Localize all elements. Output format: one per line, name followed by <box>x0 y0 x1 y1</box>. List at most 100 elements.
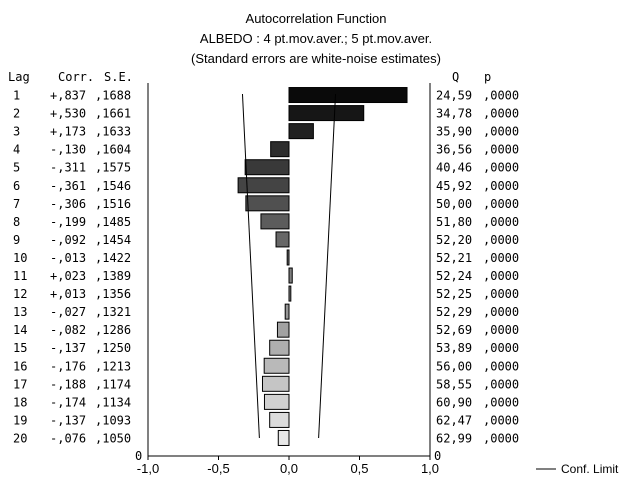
row-se-label: ,1174 <box>95 377 131 391</box>
row-q-label: 36,56 <box>436 143 472 157</box>
row-se-label: ,1286 <box>95 323 131 337</box>
row-se-label: ,1516 <box>95 197 131 211</box>
x-tick-label: 0,0 <box>280 461 298 476</box>
row-corr-label: -,311 <box>50 161 86 175</box>
row-p-label: ,0000 <box>483 125 519 139</box>
acf-bar <box>277 429 290 446</box>
x-tick-label: 0,5 <box>350 461 368 476</box>
header-lag: Lag <box>8 70 30 84</box>
acf-bar <box>263 357 290 374</box>
bars-group <box>237 87 408 446</box>
acf-bar <box>261 375 290 392</box>
row-lag-label: 12 <box>13 287 27 301</box>
row-se-label: ,1422 <box>95 251 131 265</box>
header-p: p <box>484 70 491 84</box>
row-corr-label: -,076 <box>50 431 86 445</box>
legend: Conf. Limit <box>536 462 619 476</box>
chart-title: Autocorrelation Function <box>246 11 387 26</box>
row-q-label: 58,55 <box>436 377 472 391</box>
row-p-label: ,0000 <box>483 215 519 229</box>
row-lag-label: 15 <box>13 341 27 355</box>
row-labels-group: 1 +,837 ,1688 24,59 ,0000 2 +,530 ,1661 34,78 ,00… <box>13 89 519 446</box>
acf-bar <box>288 267 293 284</box>
row-q-label: 52,29 <box>436 305 472 319</box>
row-se-label: ,1356 <box>95 287 131 301</box>
row-p-label: ,0000 <box>483 269 519 283</box>
x-tick-label: 1,0 <box>421 461 439 476</box>
row-p-label: ,0000 <box>483 233 519 247</box>
row-se-label: ,1050 <box>95 431 131 445</box>
row-lag-label: 11 <box>13 269 27 283</box>
row-corr-label: -,188 <box>50 377 86 391</box>
row-p-label: ,0000 <box>483 197 519 211</box>
row-q-label: 35,90 <box>436 125 472 139</box>
row-corr-label: -,013 <box>50 251 86 265</box>
row-p-label: ,0000 <box>483 161 519 175</box>
row-q-label: 52,21 <box>436 251 472 265</box>
row-p-label: ,0000 <box>483 89 519 103</box>
row-se-label: ,1575 <box>95 161 131 175</box>
row-lag-label: 5 <box>13 161 20 175</box>
row-p-label: ,0000 <box>483 305 519 319</box>
acf-bar <box>288 105 365 122</box>
row-q-label: 52,20 <box>436 233 472 247</box>
row-p-label: ,0000 <box>483 359 519 373</box>
acf-bar <box>288 285 292 302</box>
header-corr: Corr. <box>58 70 94 84</box>
acf-bar <box>269 339 290 356</box>
row-q-label: 50,00 <box>436 197 472 211</box>
acf-bar <box>275 231 290 248</box>
row-corr-label: -,306 <box>50 197 86 211</box>
row-p-label: ,0000 <box>483 413 519 427</box>
row-se-label: ,1321 <box>95 305 131 319</box>
acf-bar <box>270 141 290 158</box>
acf-bar <box>288 123 314 140</box>
row-corr-label: +,173 <box>50 125 86 139</box>
x-tick-label: -1,0 <box>137 461 159 476</box>
row-q-label: 60,90 <box>436 395 472 409</box>
row-q-label: 56,00 <box>436 359 472 373</box>
row-se-label: ,1546 <box>95 179 131 193</box>
conf-limit-upper <box>318 93 337 439</box>
row-p-label: ,0000 <box>483 287 519 301</box>
row-q-label: 34,78 <box>436 107 472 121</box>
row-q-label: 62,47 <box>436 413 472 427</box>
row-lag-label: 19 <box>13 413 27 427</box>
row-se-label: ,1093 <box>95 413 131 427</box>
acf-bar <box>288 87 408 104</box>
row-se-label: ,1454 <box>95 233 131 247</box>
row-corr-label: -,137 <box>50 341 86 355</box>
row-p-label: ,0000 <box>483 143 519 157</box>
row-lag-label: 3 <box>13 125 20 139</box>
row-lag-label: 4 <box>13 143 20 157</box>
acf-bar <box>263 393 290 410</box>
row-se-label: ,1485 <box>95 215 131 229</box>
row-p-label: ,0000 <box>483 395 519 409</box>
row-lag-label: 9 <box>13 233 20 247</box>
row-q-label: 40,46 <box>436 161 472 175</box>
chart-subtitle: ALBEDO : 4 pt.mov.aver.; 5 pt.mov.aver. <box>200 31 432 46</box>
row-lag-label: 17 <box>13 377 27 391</box>
row-se-label: ,1604 <box>95 143 131 157</box>
row-p-label: ,0000 <box>483 107 519 121</box>
row-lag-label: 16 <box>13 359 27 373</box>
row-q-label: 52,25 <box>436 287 472 301</box>
row-se-label: ,1633 <box>95 125 131 139</box>
row-corr-label: -,082 <box>50 323 86 337</box>
row-corr-label: -,137 <box>50 413 86 427</box>
row-lag-label: 10 <box>13 251 27 265</box>
row-lag-label: 8 <box>13 215 20 229</box>
row-corr-label: +,023 <box>50 269 86 283</box>
acf-bar <box>286 249 290 266</box>
bottom-left-zero: 0 <box>135 449 142 463</box>
row-p-label: ,0000 <box>483 323 519 337</box>
row-lag-label: 13 <box>13 305 27 319</box>
row-corr-label: +,837 <box>50 89 86 103</box>
row-p-label: ,0000 <box>483 377 519 391</box>
legend-label: Conf. Limit <box>561 462 619 476</box>
row-corr-label: -,361 <box>50 179 86 193</box>
row-q-label: 51,80 <box>436 215 472 229</box>
row-lag-label: 2 <box>13 107 20 121</box>
chart-note: (Standard errors are white-noise estimat… <box>191 51 441 66</box>
